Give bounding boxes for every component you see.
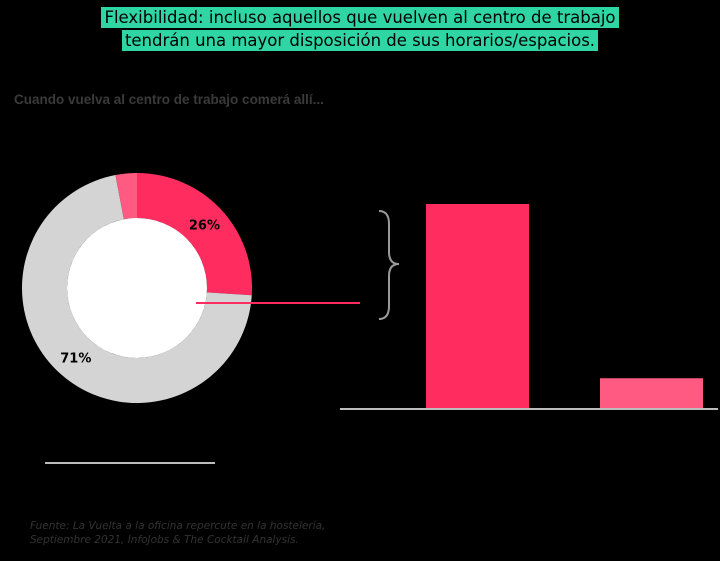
- bar-chart: [426, 204, 703, 409]
- source-line-1: Fuente: La Vuelta a la oficina repercute…: [30, 520, 326, 532]
- source-line-2: Septiembre 2021, InfoJobs & The Cocktail…: [30, 534, 299, 546]
- curly-brace: [378, 210, 400, 320]
- donut-slice-0: [137, 173, 252, 296]
- bar-0: [426, 204, 529, 409]
- chart-subtitle: Cuando vuelva al centro de trabajo comer…: [14, 92, 324, 107]
- donut-hole: [67, 218, 207, 358]
- headline-line-2: tendrán una mayor disposición de sus hor…: [121, 30, 599, 51]
- donut-chart: 26% 71%: [21, 173, 252, 403]
- donut-label-1: 71%: [60, 351, 91, 366]
- bar-1: [600, 378, 703, 409]
- donut-slice-2: [115, 173, 137, 220]
- headline: Flexibilidad: incluso aquellos que vuelv…: [0, 6, 720, 52]
- donut-label-0: 26%: [189, 219, 220, 234]
- source-note: Fuente: La Vuelta a la oficina repercute…: [30, 519, 325, 547]
- donut-slice-1: [21, 175, 252, 403]
- headline-line-1: Flexibilidad: incluso aquellos que vuelv…: [101, 7, 619, 28]
